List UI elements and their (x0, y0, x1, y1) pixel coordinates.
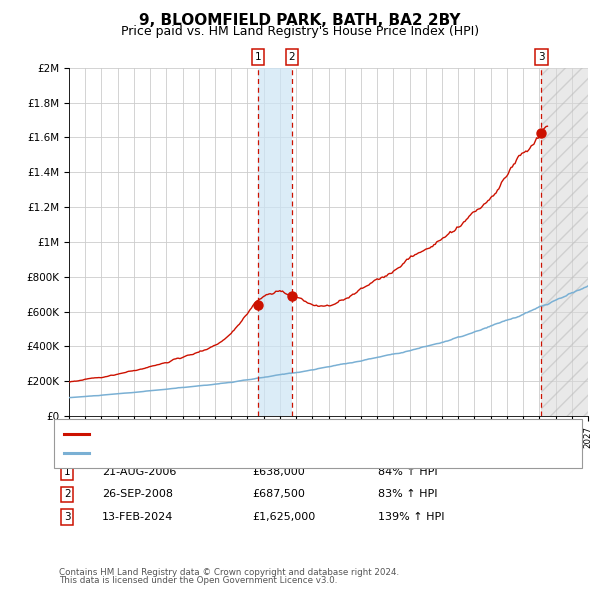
Text: 2: 2 (64, 490, 71, 499)
Text: 3: 3 (64, 512, 71, 522)
Text: £687,500: £687,500 (252, 490, 305, 499)
Text: £1,625,000: £1,625,000 (252, 512, 315, 522)
Text: 9, BLOOMFIELD PARK, BATH, BA2 2BY: 9, BLOOMFIELD PARK, BATH, BA2 2BY (139, 13, 461, 28)
Text: Contains HM Land Registry data © Crown copyright and database right 2024.: Contains HM Land Registry data © Crown c… (59, 568, 399, 577)
Text: 3: 3 (538, 53, 545, 63)
Bar (541, 68, 588, 416)
Text: 1: 1 (64, 467, 71, 477)
Text: 9, BLOOMFIELD PARK, BATH, BA2 2BY (detached house): 9, BLOOMFIELD PARK, BATH, BA2 2BY (detac… (95, 430, 373, 440)
Bar (258, 68, 292, 416)
Text: 21-AUG-2006: 21-AUG-2006 (102, 467, 176, 477)
Text: 26-SEP-2008: 26-SEP-2008 (102, 490, 173, 499)
Text: 84% ↑ HPI: 84% ↑ HPI (378, 467, 437, 477)
Text: £638,000: £638,000 (252, 467, 305, 477)
Text: Price paid vs. HM Land Registry's House Price Index (HPI): Price paid vs. HM Land Registry's House … (121, 25, 479, 38)
Text: 13-FEB-2024: 13-FEB-2024 (102, 512, 173, 522)
Text: HPI: Average price, detached house, Bath and North East Somerset: HPI: Average price, detached house, Bath… (95, 448, 431, 458)
Text: 139% ↑ HPI: 139% ↑ HPI (378, 512, 445, 522)
Text: 1: 1 (254, 53, 261, 63)
Text: 83% ↑ HPI: 83% ↑ HPI (378, 490, 437, 499)
Text: This data is licensed under the Open Government Licence v3.0.: This data is licensed under the Open Gov… (59, 576, 337, 585)
Text: 2: 2 (289, 53, 295, 63)
